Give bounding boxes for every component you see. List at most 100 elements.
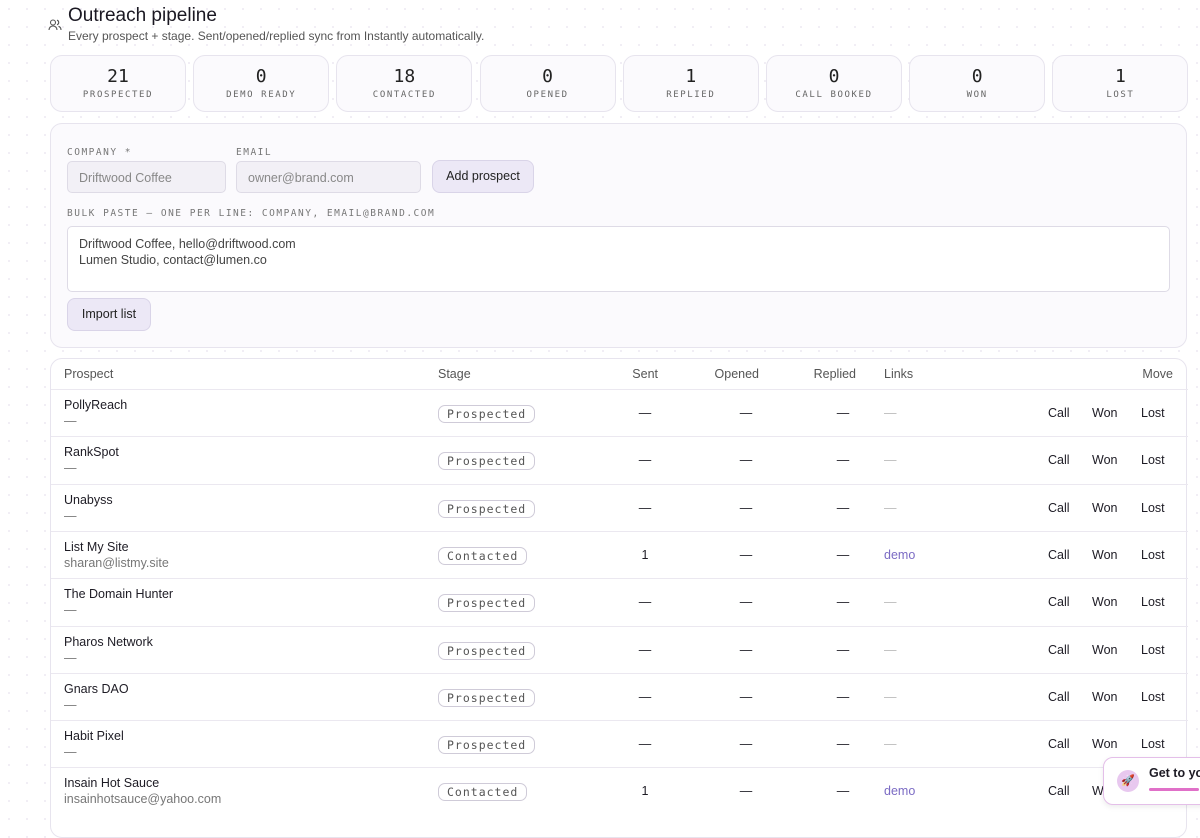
links-empty: — — [884, 642, 897, 657]
links-empty: — — [884, 453, 897, 468]
move-action[interactable]: Lost — [1141, 737, 1165, 752]
table-row: Habit Pixel — Prospected — — — — Call Won Lost — [51, 720, 1188, 768]
move-action[interactable]: Call — [1048, 406, 1070, 420]
company-input[interactable]: Driftwood Coffee — [67, 161, 226, 193]
column-header: Replied — [813, 367, 856, 381]
prospect-name: Habit Pixel — [64, 729, 124, 744]
prospect-email: insainhotsauce@yahoo.com — [64, 792, 222, 807]
stage-pill: Prospected — [438, 405, 536, 423]
sent-value: 1 — [641, 547, 649, 562]
sent-value: — — [638, 689, 652, 704]
stat-value: 0 — [971, 66, 983, 87]
toast-icon: 🚀 — [1117, 770, 1139, 792]
table-row: Insain Hot Sauce insainhotsauce@yahoo.com… — [51, 767, 1188, 815]
move-action[interactable]: Call — [1048, 453, 1070, 468]
stat-value: 1 — [685, 66, 697, 87]
prospect-email: — — [64, 603, 77, 618]
prospect-name: Pharos Network — [64, 634, 153, 649]
prospect-name: Gnars DAO — [64, 681, 129, 696]
replied-value: — — [836, 689, 850, 704]
opened-value: — — [739, 500, 753, 515]
table-row: Pharos Network — Prospected — — — — Call Won Lost — [51, 625, 1188, 674]
toast[interactable]: 🚀 Get to yo — [1103, 757, 1200, 805]
move-action[interactable]: Lost — [1141, 406, 1165, 420]
move-action[interactable]: Call — [1048, 500, 1070, 515]
move-action[interactable]: Won — [1092, 453, 1118, 468]
sent-value: 1 — [641, 784, 649, 799]
move-action[interactable]: Lost — [1141, 595, 1165, 610]
stat-label: DEMO READY — [226, 90, 297, 100]
stat-value: 0 — [828, 66, 840, 87]
toast-text: Get to yo — [1149, 766, 1200, 780]
move-action[interactable]: Lost — [1141, 500, 1165, 515]
stage-pill: Prospected — [438, 641, 536, 660]
column-header: Opened — [714, 367, 759, 381]
email-input[interactable]: owner@brand.com — [236, 161, 421, 193]
stat-label: OPENED — [526, 90, 569, 100]
column-header: Stage — [438, 367, 471, 381]
prospect-email: — — [64, 650, 77, 665]
stat-value: 18 — [393, 66, 416, 87]
page-title: Outreach pipeline — [68, 5, 217, 26]
move-action[interactable]: Call — [1048, 737, 1070, 752]
stat-card: 21 PROSPECTED — [50, 55, 186, 112]
stat-card: 0 CALL BOOKED — [766, 55, 902, 112]
bulk-textarea[interactable]: Driftwood Coffee, hello@driftwood.com Lu… — [67, 226, 1170, 292]
replied-value: — — [836, 737, 850, 752]
stat-card: 0 DEMO READY — [193, 55, 330, 112]
move-action[interactable]: Won — [1092, 689, 1118, 704]
stat-card: 18 CONTACTED — [336, 55, 473, 112]
sent-value: — — [638, 737, 652, 752]
opened-value: — — [739, 547, 753, 562]
prospect-email: — — [64, 697, 77, 712]
demo-link[interactable]: demo — [884, 784, 916, 799]
page-subtitle: Every prospect + stage. Sent/opened/repl… — [68, 29, 485, 43]
move-action[interactable]: Won — [1092, 642, 1118, 657]
move-action[interactable]: Call — [1048, 595, 1070, 610]
stat-card: 0 WON — [909, 55, 1046, 112]
prospect-email: sharan@listmy.site — [64, 555, 169, 570]
table-row: The Domain Hunter — Prospected — — — — Call Won L… — [51, 578, 1188, 626]
move-action[interactable]: Won — [1092, 406, 1118, 420]
move-action[interactable]: Won — [1092, 500, 1118, 515]
import-button[interactable]: Import list — [67, 298, 151, 331]
prospect-email: — — [64, 745, 77, 760]
move-action[interactable]: Lost — [1141, 547, 1165, 562]
stat-value: 1 — [1114, 66, 1126, 87]
sent-value: — — [638, 642, 652, 657]
move-action[interactable]: Call — [1048, 547, 1070, 562]
column-header: Links — [884, 367, 914, 381]
move-action[interactable]: Call — [1048, 689, 1070, 704]
opened-value: — — [739, 406, 753, 420]
prospect-name: RankSpot — [64, 445, 119, 460]
move-action[interactable]: Won — [1092, 547, 1118, 562]
people-icon — [48, 19, 62, 31]
demo-link[interactable]: demo — [884, 547, 916, 562]
move-action[interactable]: Won — [1092, 595, 1118, 610]
replied-value: — — [836, 595, 850, 610]
company-label: COMPANY * — [67, 147, 132, 158]
move-action[interactable]: Won — [1092, 737, 1118, 752]
move-action[interactable]: Call — [1048, 642, 1070, 657]
table-row: RankSpot — Prospected — — — — Call Won Lost — [51, 436, 1188, 484]
stat-label: CONTACTED — [372, 90, 436, 100]
prospect-email: — — [64, 461, 77, 476]
stage-pill: Prospected — [438, 594, 536, 613]
move-action[interactable]: Call — [1048, 784, 1070, 799]
move-action[interactable]: Lost — [1141, 642, 1165, 657]
prospect-email: — — [64, 508, 77, 523]
stat-label: PROSPECTED — [82, 90, 154, 100]
email-label: EMAIL — [236, 147, 273, 158]
column-header: Prospect — [64, 367, 114, 381]
opened-value: — — [739, 737, 753, 752]
move-action[interactable]: Lost — [1141, 453, 1165, 468]
stage-pill: Prospected — [438, 452, 536, 471]
prospect-name: List My Site — [64, 539, 129, 554]
stat-label: REPLIED — [666, 90, 716, 100]
links-empty: — — [884, 595, 897, 610]
move-action[interactable]: Lost — [1141, 689, 1165, 704]
sent-value: — — [638, 406, 652, 420]
add-prospect-button[interactable]: Add prospect — [432, 160, 534, 193]
replied-value: — — [836, 547, 850, 562]
